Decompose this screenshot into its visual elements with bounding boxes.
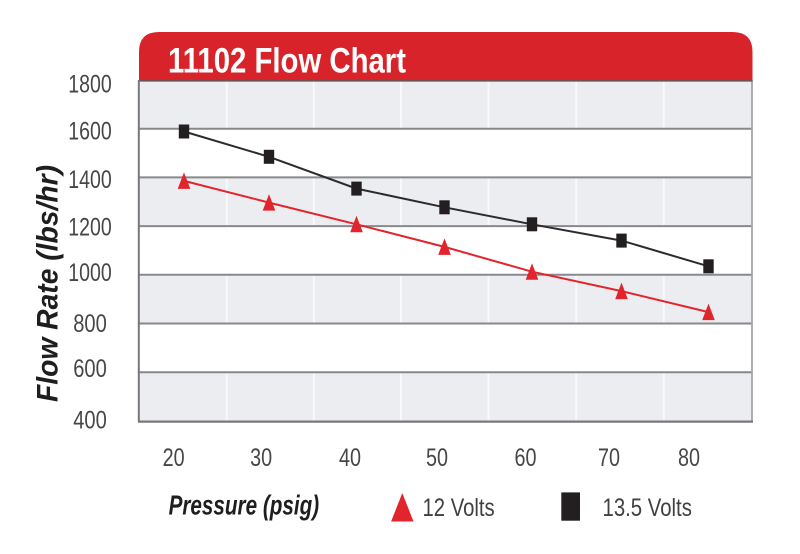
svg-text:1400: 1400 bbox=[68, 166, 111, 194]
svg-text:70: 70 bbox=[598, 444, 620, 472]
svg-text:800: 800 bbox=[73, 310, 107, 338]
svg-text:60: 60 bbox=[515, 444, 537, 472]
svg-text:1200: 1200 bbox=[68, 213, 111, 241]
svg-text:13.5 Volts: 13.5 Volts bbox=[603, 494, 692, 522]
svg-text:50: 50 bbox=[426, 444, 448, 472]
svg-text:20: 20 bbox=[163, 444, 185, 472]
svg-text:Flow Rate (lbs/hr): Flow Rate (lbs/hr) bbox=[32, 165, 65, 402]
svg-text:12 Volts: 12 Volts bbox=[423, 494, 495, 522]
svg-text:1600: 1600 bbox=[68, 118, 111, 146]
svg-text:1800: 1800 bbox=[68, 71, 111, 99]
svg-text:30: 30 bbox=[250, 444, 272, 472]
svg-text:40: 40 bbox=[339, 444, 361, 472]
svg-text:1000: 1000 bbox=[68, 259, 111, 287]
svg-text:80: 80 bbox=[678, 444, 700, 472]
svg-text:Pressure (psig): Pressure (psig) bbox=[169, 490, 320, 521]
svg-text:400: 400 bbox=[73, 406, 107, 434]
svg-text:600: 600 bbox=[73, 355, 107, 383]
svg-text:11102 Flow Chart: 11102 Flow Chart bbox=[168, 42, 406, 81]
